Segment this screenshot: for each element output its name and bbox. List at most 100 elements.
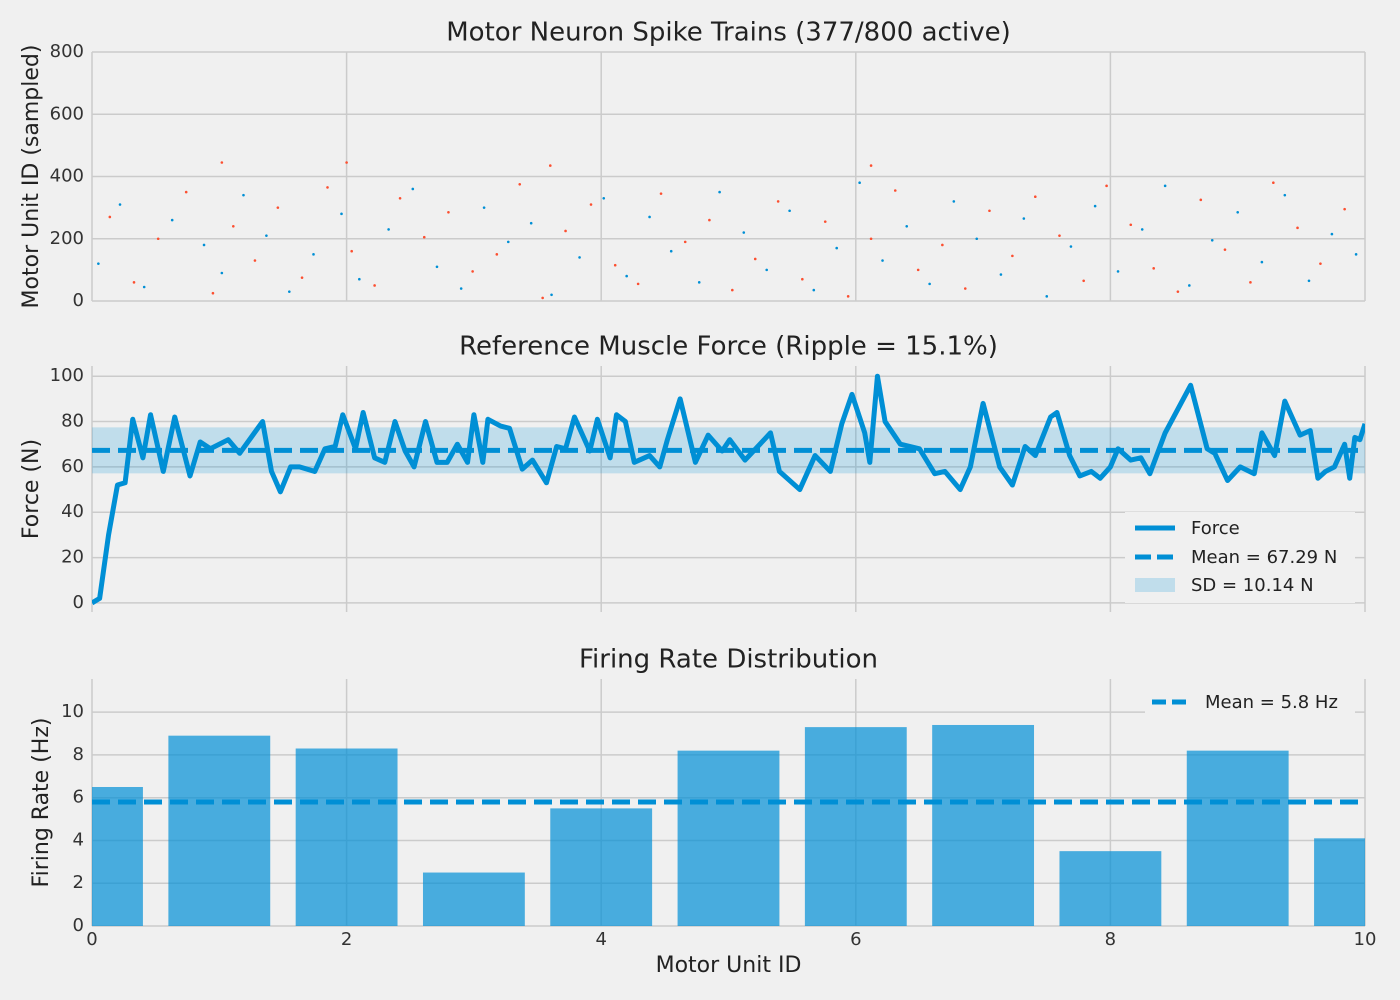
- x-tick-label: 2: [341, 929, 352, 950]
- spike: [602, 196, 606, 200]
- spike: [613, 263, 617, 267]
- spike: [669, 249, 673, 253]
- spike: [1176, 290, 1180, 293]
- spike: [118, 203, 122, 206]
- spike: [1249, 281, 1252, 284]
- spike: [659, 192, 663, 195]
- subplot: Motor Neuron Spike Trains (377/800 activ…: [19, 18, 1366, 311]
- y-tick-label: 400: [50, 166, 84, 187]
- bar: [422, 872, 525, 926]
- spike: [1011, 254, 1014, 258]
- spike: [345, 161, 348, 164]
- spike: [253, 259, 257, 262]
- spike: [1058, 234, 1061, 237]
- spike: [358, 277, 361, 281]
- spike: [1307, 279, 1311, 283]
- spike: [812, 288, 816, 292]
- x-tick-label: 10: [1354, 929, 1377, 950]
- subplot-title: Firing Rate Distribution: [579, 645, 878, 675]
- spike: [999, 273, 1003, 276]
- y-tick-label: 20: [61, 547, 84, 568]
- spike: [1022, 217, 1026, 220]
- spike: [1116, 270, 1120, 273]
- plot-area: [97, 161, 1358, 300]
- spike: [300, 276, 304, 279]
- spike: [846, 295, 850, 298]
- spike: [683, 240, 687, 244]
- legend-label: Force: [1191, 518, 1240, 539]
- spike: [506, 240, 510, 244]
- subplot-title: Motor Neuron Spike Trains (377/800 activ…: [446, 18, 1011, 48]
- spike: [220, 161, 224, 164]
- spike: [422, 235, 426, 239]
- spike: [529, 221, 533, 225]
- spike: [858, 181, 861, 185]
- spike: [411, 187, 415, 191]
- spike: [893, 189, 897, 192]
- bar: [1314, 838, 1365, 926]
- spike: [97, 262, 100, 265]
- spike: [541, 296, 544, 300]
- y-tick-label: 6: [73, 787, 84, 808]
- spike: [941, 243, 944, 247]
- spike: [288, 290, 291, 293]
- y-tick-label: 600: [50, 103, 84, 124]
- spike: [905, 225, 909, 228]
- spike: [398, 196, 402, 200]
- x-tick-label: 4: [595, 929, 606, 950]
- spike: [1188, 284, 1191, 287]
- spike: [156, 237, 160, 241]
- legend-swatch: [1135, 578, 1175, 592]
- spike: [550, 293, 553, 297]
- spike: [170, 218, 174, 222]
- y-tick-label: 0: [73, 592, 84, 613]
- spike: [373, 284, 376, 287]
- spike: [765, 268, 768, 272]
- x-tick-label: 6: [850, 929, 861, 950]
- y-tick-label: 800: [50, 41, 84, 62]
- x-tick-label: 0: [86, 929, 97, 950]
- bar: [1059, 851, 1162, 926]
- y-tick-label: 8: [73, 744, 84, 765]
- spike: [823, 220, 827, 223]
- spike: [1082, 279, 1085, 283]
- spike: [788, 209, 791, 213]
- y-tick-label: 40: [61, 501, 84, 522]
- spike: [1093, 204, 1097, 208]
- plot-area: [92, 724, 1365, 926]
- spike: [1330, 232, 1334, 236]
- spike: [1152, 267, 1155, 270]
- spike: [1069, 245, 1073, 248]
- spike: [636, 282, 640, 286]
- spike: [648, 215, 651, 219]
- x-axis-label: Motor Unit ID: [656, 953, 802, 978]
- spike: [350, 249, 353, 253]
- spike: [578, 256, 581, 259]
- y-tick-label: 4: [73, 829, 84, 850]
- legend-label: Mean = 5.8 Hz: [1205, 692, 1338, 713]
- spike: [447, 210, 450, 214]
- spike: [108, 215, 112, 219]
- spike: [232, 225, 235, 228]
- y-axis-label: Force (N): [19, 439, 44, 539]
- y-tick-label: 80: [61, 411, 84, 432]
- force-line: [92, 373, 1365, 606]
- x-tick-label: 8: [1105, 929, 1116, 950]
- spike: [1260, 260, 1264, 264]
- spike: [495, 253, 499, 256]
- spike: [801, 277, 804, 281]
- spike: [1105, 184, 1108, 188]
- spike: [708, 218, 711, 222]
- spike: [132, 281, 136, 284]
- spike: [1236, 210, 1239, 214]
- spike: [963, 287, 967, 290]
- spike: [459, 287, 463, 290]
- spike: [471, 270, 474, 273]
- spike: [1199, 198, 1203, 202]
- subplot: Firing Rate Distribution Firing Rate (Hz)…: [29, 645, 1377, 979]
- spike: [1296, 226, 1299, 230]
- spike: [1354, 253, 1358, 256]
- spike: [276, 206, 280, 209]
- spike: [326, 186, 329, 189]
- spike: [482, 206, 486, 209]
